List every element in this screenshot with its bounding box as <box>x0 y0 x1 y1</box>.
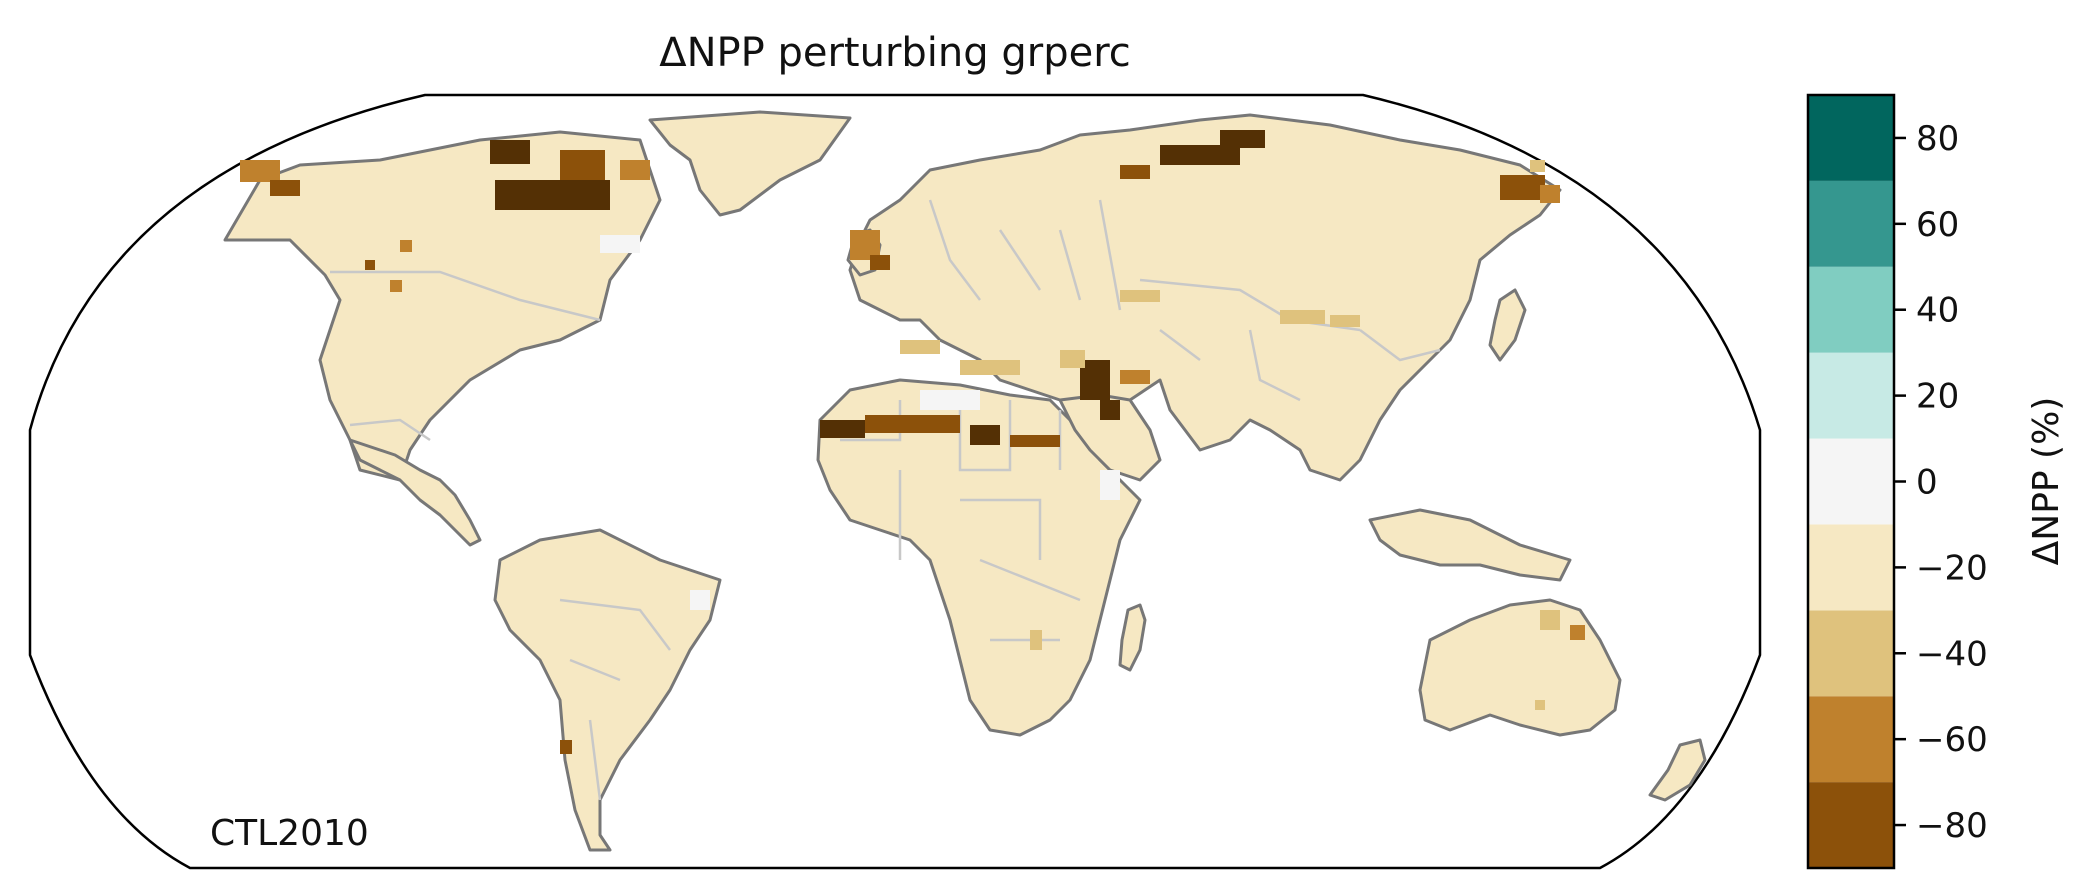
cell-sahara-white <box>920 390 980 410</box>
colorbar-label: ΔNPP (%) <box>2026 397 2067 566</box>
cell-africa-1 <box>1030 630 1042 650</box>
cell-siberia-e-1 <box>1500 175 1545 200</box>
colorbar-tick-label: 0 <box>1916 463 1938 503</box>
anomaly-cells <box>240 130 1585 754</box>
land-japan <box>1488 288 1527 362</box>
land-se-asia-islands <box>1368 508 1572 582</box>
map-annotation: CTL2010 <box>210 813 369 854</box>
colorbar-tick-label: −60 <box>1916 720 1988 760</box>
cell-mideast-4 <box>1120 370 1150 384</box>
land-north-america <box>223 130 662 482</box>
cell-na-scatter-1 <box>400 240 412 252</box>
border-south-america <box>559 598 671 801</box>
cell-siberia-e-2 <box>1540 185 1560 203</box>
cell-na-scatter-3 <box>365 260 375 270</box>
colorbar-tick-label: −40 <box>1916 634 1988 674</box>
cell-russia-n-1 <box>1160 145 1240 165</box>
land-greenland <box>648 110 852 217</box>
cell-canada-2 <box>560 150 605 180</box>
border-europe <box>928 199 1122 311</box>
colorbar-tick-label: 40 <box>1916 291 1959 331</box>
cell-alaska-1 <box>240 160 280 182</box>
colorbar-bin <box>1808 696 1894 783</box>
colorbar-bin <box>1808 610 1894 697</box>
cell-canada-4 <box>620 160 650 180</box>
colorbar-bin <box>1808 95 1894 181</box>
cell-sahara-1 <box>820 420 865 438</box>
cell-sahara-6 <box>960 360 1020 375</box>
cell-siberia-e-3 <box>1530 160 1545 172</box>
cell-sahara-3 <box>970 425 1000 445</box>
land-arabia <box>1058 393 1162 482</box>
colorbar-bins <box>1808 95 1894 868</box>
colorbar-tick-label: 80 <box>1916 119 1959 159</box>
colorbar-bin <box>1808 180 1894 267</box>
colorbar-ticks: −80 −60 −40 −20 0 20 40 60 80 <box>1894 119 1988 846</box>
cell-sahara-2 <box>865 415 960 433</box>
cell-casia-2 <box>1280 310 1325 324</box>
cell-africa-2 <box>1100 470 1120 500</box>
colorbar-bin <box>1808 266 1894 353</box>
colorbar-bin <box>1808 782 1894 868</box>
colorbar: −80 −60 −40 −20 0 20 40 60 80 ΔNPP (%) <box>1806 93 2067 870</box>
cell-hudson-white <box>600 235 640 253</box>
colorbar-tick-label: 60 <box>1916 205 1959 245</box>
cell-aus-3 <box>1535 700 1545 710</box>
cell-sahara-5 <box>900 340 940 354</box>
map-title: ΔNPP perturbing grperc <box>659 30 1131 76</box>
cell-europe-west-2 <box>870 255 890 270</box>
border-africa-central <box>898 470 1081 642</box>
border-us-mexico <box>349 418 431 442</box>
cell-sahara-4 <box>1010 435 1060 447</box>
cell-canada-3 <box>490 140 530 164</box>
cell-mideast-2 <box>1100 400 1120 420</box>
cell-sa-1 <box>560 740 572 754</box>
cell-canada-1 <box>495 180 610 210</box>
colorbar-bin <box>1808 438 1894 525</box>
land-eurasia <box>848 113 1562 482</box>
land-new-zealand <box>1648 738 1707 802</box>
border-us-canada <box>330 270 601 322</box>
land-madagascar <box>1118 603 1147 672</box>
colorbar-tick-label: −80 <box>1916 806 1988 846</box>
cell-na-scatter-2 <box>390 280 402 292</box>
cell-aus-1 <box>1540 610 1560 630</box>
cell-alaska-2 <box>270 180 300 196</box>
cell-casia-1 <box>1120 290 1160 302</box>
colorbar-bin <box>1808 524 1894 611</box>
cell-russia-n-2 <box>1220 130 1265 148</box>
cell-mideast-3 <box>1060 350 1085 368</box>
land-central-america <box>348 438 482 547</box>
cell-aus-2 <box>1570 625 1585 640</box>
cell-russia-n-3 <box>1120 165 1150 179</box>
colorbar-bin <box>1808 352 1894 439</box>
cell-casia-3 <box>1330 315 1360 327</box>
colorbar-tick-label: −20 <box>1916 548 1988 588</box>
world-map <box>28 93 1762 870</box>
border-asia <box>1139 278 1441 402</box>
colorbar-tick-label: 20 <box>1916 377 1959 417</box>
country-borders <box>330 199 1441 801</box>
cell-sa-2 <box>690 590 710 610</box>
